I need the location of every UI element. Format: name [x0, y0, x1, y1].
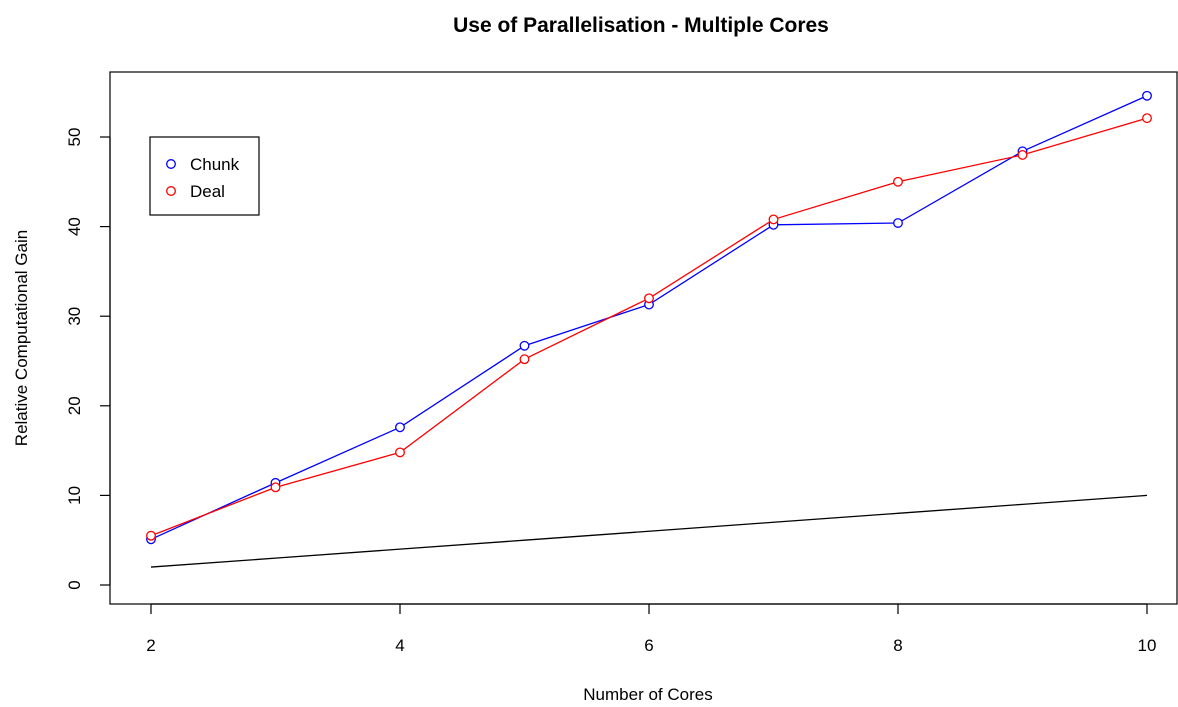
deal-point — [1017, 149, 1028, 160]
chunk-point — [1142, 90, 1152, 101]
x-tick-label: 6 — [644, 636, 653, 655]
y-tick-label: 30 — [65, 307, 84, 326]
legend-marker-chunk — [166, 159, 176, 169]
deal-point — [270, 482, 281, 493]
y-tick-label: 0 — [65, 580, 84, 589]
x-tick-label: 4 — [395, 636, 404, 655]
y-tick-label: 50 — [65, 128, 84, 147]
y-tick-label: 10 — [65, 486, 84, 505]
x-tick-label: 2 — [146, 636, 155, 655]
series-3-line — [150, 494, 1148, 568]
chart-title: Use of Parallelisation - Multiple Cores — [453, 14, 829, 37]
chunk-point — [519, 340, 530, 351]
deal-point — [893, 176, 903, 187]
legend: Chunk Deal — [149, 136, 260, 216]
deal-point — [519, 354, 530, 365]
deal-point — [644, 293, 654, 304]
x-tick-label: 8 — [893, 636, 902, 655]
plot-frame — [109, 71, 1178, 605]
legend-marker-deal — [166, 186, 176, 196]
deal-point — [1142, 113, 1152, 124]
x-tick-label: 10 — [1138, 636, 1157, 655]
y-axis: 0 10 20 30 40 50 — [65, 128, 111, 590]
legend-label-deal: Deal — [190, 182, 225, 201]
y-axis-label: Relative Computational Gain — [12, 230, 31, 446]
deal-point — [768, 214, 779, 225]
chunk-point — [893, 218, 903, 228]
deal-point — [146, 530, 156, 541]
chunk-point — [395, 422, 405, 433]
series-layer — [146, 90, 1152, 568]
x-axis-label: Number of Cores — [583, 685, 712, 704]
deal-line — [150, 117, 1148, 537]
legend-box — [149, 136, 260, 216]
y-tick-label: 40 — [65, 217, 84, 236]
x-axis: 2 4 6 8 10 — [146, 603, 1157, 655]
y-tick-label: 20 — [65, 396, 84, 415]
deal-point — [395, 447, 405, 458]
legend-label-chunk: Chunk — [190, 155, 240, 174]
chunk-line — [150, 95, 1148, 540]
